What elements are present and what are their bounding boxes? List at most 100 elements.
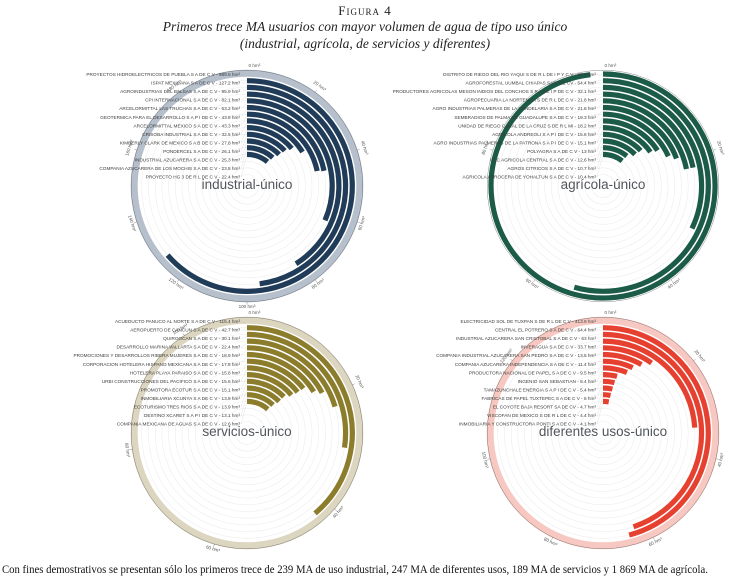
ring-label: PROYECTOS HIDROELECTRICOS DE PUEBLA S A … (86, 72, 240, 77)
guide-circle (228, 414, 266, 452)
axis-tick-label: 80 hm³ (543, 536, 558, 547)
axis-tick-label: 20 hm³ (354, 374, 365, 390)
value-ring-bar (488, 71, 718, 301)
guide-circle (577, 407, 629, 459)
value-ring-bar (246, 358, 306, 391)
leader-line (240, 116, 247, 126)
guide-circle (564, 394, 642, 472)
value-ring-bar (246, 331, 349, 448)
leader-line (596, 350, 603, 356)
value-ring-bar (486, 316, 720, 550)
ring-label: AGROINDUSTRIAS DEL BALSAS S A DE C V - 9… (120, 89, 240, 94)
value-ring-bar (602, 118, 660, 152)
leader-line (240, 143, 247, 160)
axis-start-label: 0 hm³ (605, 310, 617, 315)
ring-label: VISCOFAN DE MEXICO S DE R L DE C V - 4.4… (487, 413, 596, 418)
axis-tick (713, 149, 716, 151)
guide-circle (154, 340, 340, 526)
axis-tick (551, 537, 553, 540)
leader-line (596, 150, 603, 169)
leader-line (240, 123, 247, 135)
ring-label: AGROPECUARIA LA NORTENITA S DE R L DE C … (464, 98, 597, 103)
ring-label: GEOTERMICA PARA EL DESARROLLO S A P I DE… (100, 115, 240, 120)
ring-label: CPI INTERNACIONAL S A DE C V - 82.1 hm³ (145, 98, 240, 103)
ring-label: EL COYOTE BAJA RESORT SA DE CV - 4.7 hm³ (493, 405, 597, 410)
axis-start-label: 0 hm³ (249, 63, 261, 68)
axis-tick (357, 149, 360, 151)
chart-slot-industrial: 20 hm³ 40 hm³ 60 hm³ 80 hm³ 100 hm³ 120 hm³ 14… (2, 56, 374, 312)
value-ring-bar (246, 325, 355, 516)
guide-circle (221, 407, 273, 459)
axis-tick-label: 80 hm³ (124, 443, 131, 458)
guide-circle (537, 367, 669, 499)
axis-tick-label: 100 hm³ (239, 304, 256, 309)
ring-label: ARCELORMITTAL MEXICO S A DE C V - 43.3 h… (133, 123, 240, 128)
value-ring-bar (246, 351, 316, 394)
ring-label: POLYAGRA S A DE C V - 13 hm³ (527, 149, 596, 154)
axis-circle (487, 317, 719, 549)
value-ring-bar (602, 365, 628, 375)
axis-tick (670, 279, 673, 282)
leader-line (596, 390, 603, 407)
axis-tick-label: 40 hm³ (717, 452, 725, 468)
ring-label: FABRICAS DE PAPEL TUXTEPEC S A DE C V - … (481, 396, 596, 401)
value-ring-bar (246, 398, 270, 412)
leader-line (240, 336, 247, 339)
leader-line (596, 370, 603, 382)
leader-line (240, 321, 247, 324)
ring-label: DESARROLLO MARINA VALLARTA S A DE C V - … (117, 345, 241, 350)
leader-line (596, 143, 603, 160)
axis-tick (490, 149, 493, 151)
axis-tick-label: 60 hm³ (357, 215, 366, 231)
chart-slot-agricola: 20 hm³ 40 hm³ 60 hm³ 80 hm³ 0 hm³ DISTRITO DE… (358, 56, 730, 312)
guide-circle (181, 367, 313, 499)
axis-tick-label: 20 hm³ (312, 80, 327, 93)
ring-label: PROMOTORA ECOTUR S A DE C V - 15.1 hm³ (141, 387, 241, 392)
ring-label: INVERAGUA S A DE C V - 33.7 hm³ (521, 345, 597, 350)
axis-tick (134, 149, 137, 151)
ring-label: PROMOCIONES Y DESARROLLOS RIBERA MUJERES… (73, 353, 240, 358)
guide-circle (195, 381, 299, 485)
axis-tick-label: 100 hm³ (481, 451, 490, 469)
axis-tick (487, 458, 491, 460)
value-ring-bar (602, 325, 711, 538)
figure-header: Figura 4 Primeros trece MA usuarios con … (0, 3, 730, 53)
chart-center-label: servicios-único (202, 424, 291, 439)
value-ring-bar (246, 365, 300, 394)
value-ring-bar (602, 111, 671, 158)
leader-line (596, 89, 603, 92)
axis-tick (693, 359, 696, 361)
leader-line (240, 150, 247, 169)
leader-line (596, 116, 603, 126)
axis-tick (510, 359, 513, 361)
leader-line (596, 376, 603, 390)
leader-line (240, 129, 247, 143)
axis-tick-label: 20 hm³ (716, 140, 725, 156)
leader-line (240, 363, 247, 373)
axis-tick (352, 383, 355, 386)
ring-label: PROYECTO HG 3 DE R L DE C V - 22.4 hm³ (146, 175, 241, 180)
value-ring-bar (246, 338, 338, 408)
value-ring-bar (602, 91, 696, 169)
ring-label: COMPANIA AZUCARERA INDEPENDENCIA S A DE … (455, 362, 597, 367)
chart-slot-diferentes: 20 hm³ 40 hm³ 60 hm³ 80 hm³ 100 hm³ 120 hm³ 0 … (358, 303, 730, 559)
leader-line (596, 74, 603, 77)
value-ring-bar (246, 145, 275, 160)
leader-line (596, 103, 603, 109)
ring-label: PRODUCTORES AGRICOLAS MESON INDIOS DEL C… (393, 89, 597, 94)
ring-label: UNIDAD DE RIEGO CANAL DE LA CRUZ S DE R … (458, 123, 596, 128)
guide-circle (577, 160, 629, 212)
guide-circle (208, 394, 286, 472)
guide-circle (221, 160, 273, 212)
ring-label: CRISOBA INDUSTRIAL S A DE C V - 32.5 hm³ (142, 132, 240, 137)
figure-title-line2: (industrial, agrícola, de servicios y di… (239, 36, 491, 52)
ring-label: PRODUCTORA NACIONAL DE PAPEL S A DE C V … (469, 370, 597, 375)
ring-label: CENTRAL EL POTRERO S A DE C V - 64.4 hm³ (495, 328, 596, 333)
leader-line (240, 390, 247, 407)
value-ring-bar (602, 358, 634, 371)
ring-label: INDUSTRIAL AZUCARERA S A DE C V - 25.3 h… (135, 158, 241, 163)
axis-tick (653, 537, 655, 540)
value-ring-bar (602, 151, 624, 164)
